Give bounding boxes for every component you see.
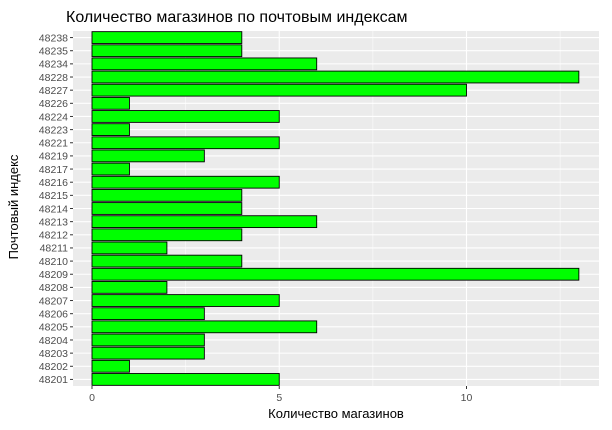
y-tick-label: 48205 — [39, 322, 68, 334]
bar-48234 — [91, 57, 318, 71]
y-tick-label: 48219 — [39, 151, 68, 163]
bar-48208 — [91, 281, 168, 294]
x-tick-label: 5 — [276, 392, 282, 404]
x-axis-title: Количество магазинов — [268, 406, 404, 421]
bar-48202 — [91, 359, 130, 373]
bar-48214 — [91, 202, 243, 215]
y-tick-label: 48214 — [39, 203, 68, 215]
x-tick-label: 0 — [89, 392, 95, 404]
bar-48224 — [91, 110, 280, 123]
y-tick-label: 48206 — [39, 308, 68, 320]
bar-48207 — [91, 294, 280, 307]
bar-48213 — [91, 215, 318, 229]
y-tick-label: 48238 — [39, 32, 68, 44]
y-tick-label: 48224 — [39, 111, 68, 123]
y-tick-label: 48234 — [39, 59, 68, 71]
bar-48203 — [91, 346, 205, 360]
bar-48217 — [91, 162, 130, 176]
y-tick-label: 48223 — [39, 124, 68, 136]
bar-48227 — [91, 83, 467, 97]
y-tick-label: 48211 — [40, 243, 69, 255]
bar-48235 — [91, 44, 243, 58]
y-tick-label: 48227 — [39, 85, 68, 97]
chart-title: Количество магазинов по почтовым индекса… — [66, 9, 408, 26]
y-tick-label: 48202 — [39, 361, 68, 373]
y-tick-label: 48221 — [39, 138, 68, 150]
bar-48216 — [91, 175, 280, 189]
bar-48221 — [91, 136, 280, 150]
y-tick-label: 48210 — [39, 256, 68, 268]
bar-48205 — [91, 320, 318, 334]
bar-48215 — [91, 188, 243, 202]
y-tick-label: 48208 — [39, 282, 68, 294]
y-tick-label: 48207 — [39, 295, 68, 307]
bars — [91, 31, 580, 386]
bar-48210 — [91, 254, 243, 268]
x-ticks: 0 5 10 — [89, 386, 472, 404]
y-tick-label: 48213 — [39, 216, 68, 228]
y-tick-label: 48201 — [39, 374, 68, 386]
bar-48226 — [91, 96, 130, 110]
y-tick-label: 48215 — [39, 190, 68, 202]
bar-48228 — [91, 70, 580, 84]
y-tick-label: 48203 — [39, 348, 68, 360]
bar-48209 — [91, 267, 580, 281]
bar-48223 — [91, 123, 130, 136]
y-tick-label: 48235 — [39, 46, 68, 58]
y-tick-label: 48216 — [39, 177, 68, 189]
y-tick-label: 48204 — [39, 335, 68, 347]
y-tick-label: 48212 — [39, 230, 68, 242]
y-axis-title: Почтовый индекс — [6, 154, 21, 259]
bar-48204 — [91, 333, 205, 347]
y-tick-label: 48209 — [39, 269, 68, 281]
bar-48201 — [91, 373, 280, 386]
y-tick-label: 48228 — [39, 72, 68, 84]
y-tick-label: 48217 — [39, 164, 68, 176]
x-tick-label: 10 — [461, 392, 473, 404]
bar-48238 — [91, 31, 243, 44]
y-tick-label: 48226 — [39, 98, 68, 110]
bar-48212 — [91, 228, 243, 242]
bar-48206 — [91, 307, 205, 321]
bar-48211 — [91, 241, 168, 255]
bar-48219 — [91, 149, 205, 163]
